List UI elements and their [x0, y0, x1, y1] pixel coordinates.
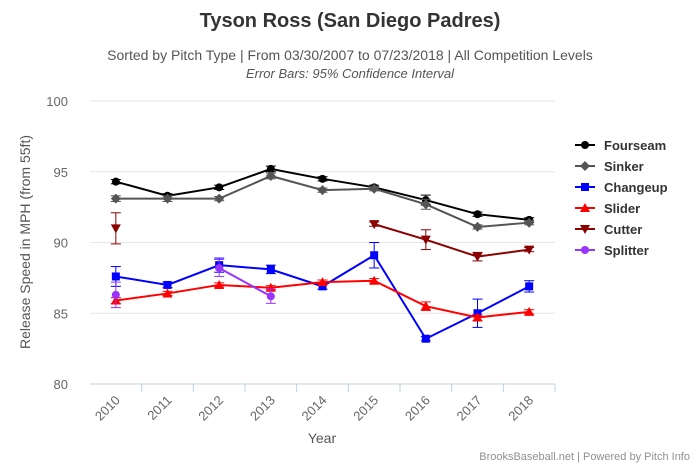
series-layer — [110, 164, 535, 343]
point-fourseam — [111, 177, 120, 186]
y-tick-label: 90 — [54, 236, 68, 251]
series-line-cutter — [373, 223, 530, 258]
y-axis-title: Release Speed in MPH (from 55ft) — [17, 135, 33, 349]
chart-title: Tyson Ross (San Diego Padres) — [200, 10, 501, 32]
x-tick-label: 2016 — [402, 393, 433, 424]
x-axis-ticks: 2010 2011 2012 2013 2014 2015 2016 2017 2018 — [92, 384, 556, 424]
chart-subtitle-error-bars: Error Bars: 95% Confidence Interval — [246, 66, 455, 81]
legend-marker-changeup — [581, 183, 589, 191]
point-changeup — [163, 280, 172, 289]
point-sinker — [524, 217, 535, 228]
series-slider — [110, 275, 535, 322]
legend-label-cutter: Cutter — [604, 222, 642, 237]
point-cutter — [110, 224, 121, 234]
legend-marker-cutter — [580, 225, 590, 234]
point-splitter — [215, 263, 224, 272]
y-tick-label: 80 — [54, 377, 68, 392]
point-sinker — [110, 193, 121, 204]
series-splitter — [110, 258, 276, 309]
point-slider — [317, 277, 328, 287]
point-slider — [162, 288, 173, 298]
point-cutter — [420, 235, 431, 245]
point-changeup — [111, 272, 120, 281]
x-tick-label: 2011 — [144, 393, 174, 423]
point-sinker — [420, 199, 431, 210]
series-cutter — [110, 212, 535, 262]
series-line-splitter — [218, 267, 272, 298]
x-tick-label: 2015 — [350, 393, 381, 424]
point-changeup — [370, 251, 379, 260]
x-tick-label: 2013 — [247, 393, 278, 424]
legend: Fourseam Sinker Changeup Slider Cutter Splitt… — [575, 138, 668, 258]
legend-item-slider[interactable]: Slider — [575, 201, 640, 216]
point-slider — [472, 312, 483, 322]
point-changeup — [266, 265, 275, 274]
y-tick-label: 100 — [46, 94, 68, 109]
point-fourseam — [215, 183, 224, 192]
y-axis-ticks: 80 85 90 95 100 — [46, 94, 68, 392]
series-line-changeup — [115, 253, 530, 341]
x-tick-label: 2018 — [505, 393, 536, 424]
legend-item-changeup[interactable]: Changeup — [575, 180, 668, 195]
point-cutter — [472, 252, 483, 262]
point-sinker — [265, 170, 276, 181]
legend-item-sinker[interactable]: Sinker — [575, 159, 644, 174]
point-changeup — [421, 334, 430, 343]
x-axis-title: Year — [308, 430, 337, 446]
point-sinker — [317, 185, 328, 196]
credits: BrooksBaseball.net | Powered by Pitch In… — [479, 451, 690, 463]
point-slider — [369, 275, 380, 285]
legend-label-fourseam: Fourseam — [604, 138, 666, 153]
legend-marker-sinker — [580, 161, 590, 171]
point-fourseam — [318, 174, 327, 183]
legend-label-changeup: Changeup — [604, 180, 668, 195]
x-tick-label: 2012 — [195, 393, 226, 424]
x-tick-label: 2017 — [454, 393, 485, 424]
point-changeup — [318, 282, 327, 291]
legend-marker-splitter — [581, 246, 589, 254]
point-changeup — [525, 282, 534, 291]
point-slider — [214, 279, 225, 289]
point-sinker — [472, 221, 483, 232]
point-fourseam — [473, 210, 482, 219]
point-slider — [524, 306, 535, 316]
point-sinker — [162, 193, 173, 204]
legend-item-cutter[interactable]: Cutter — [575, 222, 642, 237]
y-tick-label: 95 — [54, 165, 68, 180]
legend-label-splitter: Splitter — [604, 243, 649, 258]
point-splitter — [111, 290, 120, 299]
point-sinker — [214, 193, 225, 204]
legend-label-slider: Slider — [604, 201, 640, 216]
point-cutter — [524, 245, 535, 255]
point-fourseam — [266, 164, 275, 173]
grid — [90, 100, 555, 385]
point-splitter — [266, 292, 275, 301]
legend-marker-slider — [580, 203, 590, 212]
point-cutter — [369, 220, 380, 230]
legend-item-fourseam[interactable]: Fourseam — [575, 138, 666, 153]
chart-subtitle: Sorted by Pitch Type | From 03/30/2007 t… — [107, 47, 593, 63]
point-sinker — [369, 183, 380, 194]
y-tick-label: 85 — [54, 306, 68, 321]
legend-label-sinker: Sinker — [604, 159, 644, 174]
legend-marker-fourseam — [581, 141, 589, 149]
x-tick-label: 2014 — [299, 393, 330, 424]
x-tick-label: 2010 — [92, 393, 123, 424]
point-slider — [420, 301, 431, 311]
series-sinker — [110, 170, 535, 232]
legend-item-splitter[interactable]: Splitter — [575, 243, 649, 258]
series-line-sinker — [115, 174, 530, 228]
